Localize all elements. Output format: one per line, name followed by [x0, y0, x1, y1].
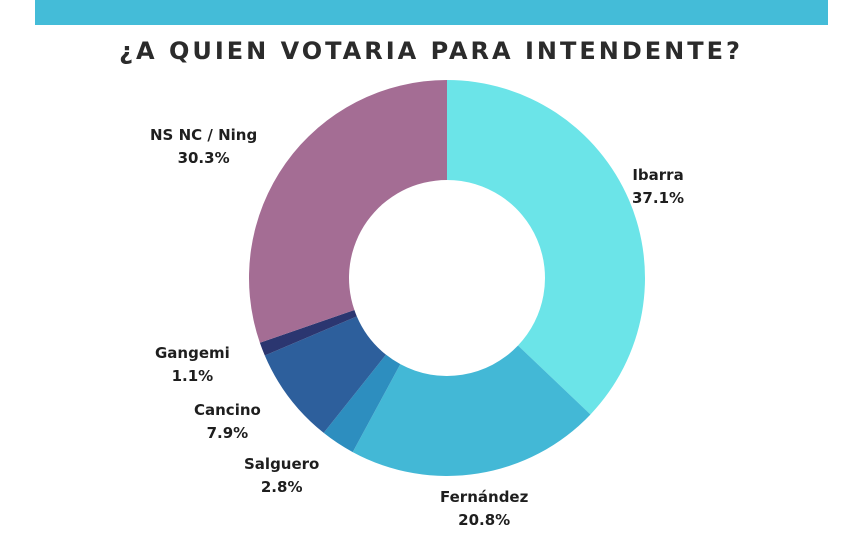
label-ibarra: Ibarra 37.1% — [632, 164, 684, 210]
slice-fern-ndez — [352, 345, 591, 476]
slice-cancino — [264, 316, 386, 433]
label-value: 20.8% — [458, 511, 511, 529]
label-name: Cancino — [194, 401, 261, 419]
slice-ns-nc-ning — [248, 80, 447, 343]
label-value: 37.1% — [632, 189, 685, 207]
label-name: Salguero — [244, 455, 320, 473]
label-name: Fernández — [440, 488, 529, 506]
slice-salguero — [323, 354, 401, 453]
label-value: 2.8% — [260, 478, 303, 496]
label-name: Gangemi — [155, 344, 230, 362]
top-banner-bar — [35, 0, 828, 25]
slice-ibarra — [447, 80, 645, 415]
label-cancino: Cancino 7.9% — [194, 399, 261, 445]
label-gangemi: Gangemi 1.1% — [155, 342, 230, 388]
label-name: Ibarra — [632, 166, 684, 184]
chart-title: ¿A QUIEN VOTARIA PARA INTENDENTE? — [119, 37, 743, 65]
label-value: 30.3% — [177, 149, 230, 167]
label-value: 1.1% — [171, 367, 214, 385]
label-ns-nc-ning: NS NC / Ning 30.3% — [150, 124, 257, 170]
label-salguero: Salguero 2.8% — [244, 453, 319, 499]
slice-gangemi — [259, 310, 357, 356]
label-fernandez: Fernández 20.8% — [440, 486, 528, 532]
label-name: NS NC / Ning — [150, 126, 258, 144]
label-value: 7.9% — [206, 424, 249, 442]
